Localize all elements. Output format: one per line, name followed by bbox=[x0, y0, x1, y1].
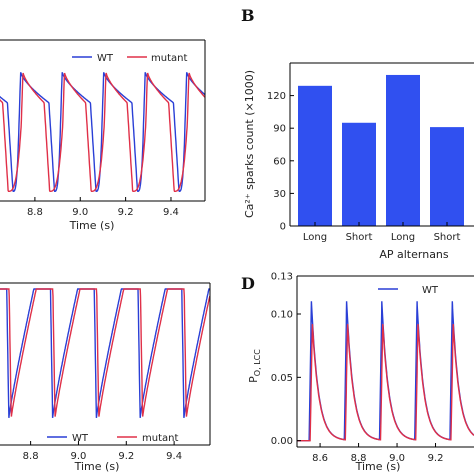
panel-a-x-label: Time (s) bbox=[69, 219, 115, 232]
panel-b-bar bbox=[386, 74, 420, 226]
panel-d-y-tick-label: 0.00 bbox=[271, 436, 293, 447]
panel-b-y-tick-label: 90 bbox=[273, 124, 286, 135]
panel-b-bar bbox=[342, 122, 376, 226]
panel-d-y-ticks: 0.00 0.05 0.10 0.13 bbox=[271, 272, 301, 447]
panel-d-y-label: PO, LCC bbox=[247, 349, 262, 383]
panel-a-legend-mutant-label: mutant bbox=[151, 53, 187, 64]
panel-d-x-ticks: 8.6 8.8 9.0 9.2 bbox=[312, 443, 443, 464]
panel-c-plot-area bbox=[0, 288, 211, 418]
panel-d: D 0.000.050.100.13 8.6 8.8 9.0 9.2 PO, LCC … bbox=[241, 272, 474, 473]
panel-c-legend-wt-label: WT bbox=[72, 433, 89, 444]
panel-a-legend: WT mutant bbox=[72, 53, 187, 64]
panel-b-x-ticks: LongShortLongShortLo bbox=[303, 222, 461, 243]
panel-b-x-tick-label: Long bbox=[391, 232, 415, 243]
panel-d-x-tick-label: 8.8 bbox=[351, 453, 367, 464]
panel-b-y-ticks: 0 30 60 90 120 bbox=[267, 91, 294, 233]
panel-b-y-tick-label: 30 bbox=[273, 189, 286, 200]
panel-a-x-tick-label: 9.0 bbox=[72, 207, 88, 218]
panel-c-legend: WT mutant bbox=[47, 433, 178, 444]
panel-c-x-tick-label: 9.4 bbox=[166, 451, 182, 462]
panel-b-bar bbox=[430, 127, 464, 226]
panel-b-x-tick-label: Short bbox=[434, 232, 461, 243]
panel-c-x-ticks: 8.8 9.0 9.2 9.4 bbox=[23, 441, 182, 462]
panel-b-y-tick-label: 60 bbox=[273, 156, 286, 167]
panel-b-y-tick-label: 0 bbox=[280, 222, 286, 233]
panel-b-y-label: Ca²⁺ sparks count (×1000) bbox=[243, 70, 256, 218]
panel-b-letter: B bbox=[241, 6, 255, 25]
panel-d-x-tick-label: 8.6 bbox=[312, 453, 328, 464]
panel-a: 8.68.89.09.29.4 Time (s) WT mutant bbox=[0, 39, 206, 232]
panel-a-series-wt bbox=[0, 72, 206, 192]
panel-b-y-tick-label: 120 bbox=[267, 91, 286, 102]
panel-d-x-tick-label: 9.2 bbox=[428, 453, 444, 464]
panel-d-y-label-main: P bbox=[247, 376, 260, 383]
panel-d-series-mutant bbox=[297, 324, 474, 442]
panel-a-x-ticks: 8.68.89.09.29.4 bbox=[27, 197, 179, 218]
panel-c-x-label: Time (s) bbox=[74, 460, 120, 473]
panel-c: 8.8 9.0 9.2 9.4 Time (s) WT mutant bbox=[0, 282, 211, 473]
panel-b-x-tick-label: Short bbox=[346, 232, 373, 243]
panel-a-series-mutant bbox=[0, 72, 206, 192]
panel-b-x-tick-label: Long bbox=[303, 232, 327, 243]
panel-d-y-label-sub: O, LCC bbox=[253, 349, 262, 376]
panel-a-plot-area bbox=[0, 72, 206, 192]
panel-a-x-tick-label: 9.2 bbox=[118, 207, 134, 218]
panel-d-legend-wt-label: WT bbox=[422, 285, 439, 296]
panel-c-legend-mutant-label: mutant bbox=[142, 433, 178, 444]
panel-d-y-tick-label: 0.05 bbox=[271, 373, 293, 384]
panel-d-letter: D bbox=[241, 274, 255, 293]
panel-b-bars bbox=[298, 74, 464, 226]
panel-b-x-label: AP alternans bbox=[379, 248, 449, 261]
panel-c-x-tick-label: 9.0 bbox=[71, 451, 87, 462]
panel-a-x-tick-label: 9.4 bbox=[163, 207, 179, 218]
panel-d-y-tick-label: 0.10 bbox=[271, 310, 293, 321]
panel-d-legend: WT bbox=[378, 285, 439, 296]
panel-b-bar bbox=[298, 85, 332, 226]
panel-d-x-label: Time (s) bbox=[355, 460, 401, 473]
panel-a-legend-wt-label: WT bbox=[97, 53, 114, 64]
panel-d-x-tick-label: 9.0 bbox=[389, 453, 405, 464]
panel-c-series-mutant bbox=[0, 288, 211, 417]
panel-c-x-tick-label: 8.8 bbox=[23, 451, 39, 462]
panel-c-x-tick-label: 9.2 bbox=[118, 451, 134, 462]
panel-a-x-tick-label: 8.8 bbox=[27, 207, 43, 218]
panel-d-y-tick-label: 0.13 bbox=[271, 272, 293, 283]
panel-d-plot-area bbox=[297, 301, 474, 442]
